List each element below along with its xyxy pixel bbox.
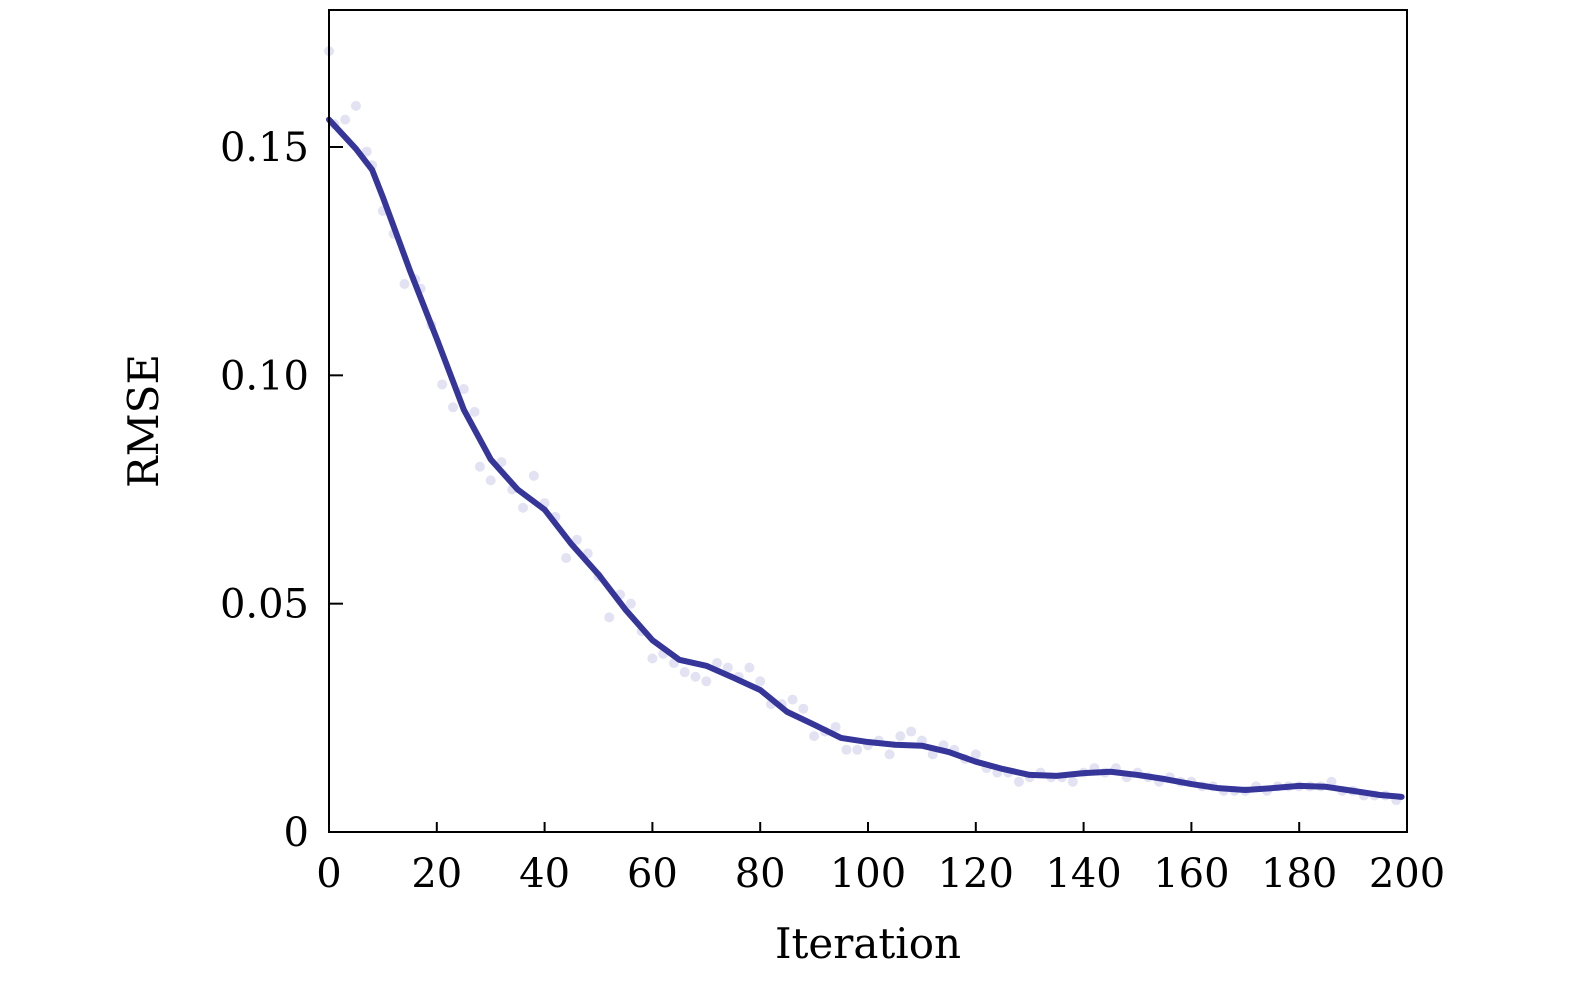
raw-point xyxy=(798,703,809,714)
raw-point xyxy=(447,402,458,413)
raw-point xyxy=(604,612,615,623)
raw-point xyxy=(744,662,755,673)
raw-point xyxy=(895,731,906,742)
x-tick-label: 80 xyxy=(735,851,786,897)
y-tick-label: 0.05 xyxy=(220,582,309,628)
raw-point xyxy=(906,726,917,737)
smoothed-line xyxy=(326,116,1405,800)
y-tick-label: 0.10 xyxy=(220,353,309,399)
x-axis: 0 20 40 60 80 100 120 140 160 180 200 xyxy=(316,822,1445,897)
raw-point xyxy=(679,667,690,678)
plot-frame xyxy=(328,9,1408,833)
x-tick-label: 160 xyxy=(1153,851,1229,897)
x-tick-label: 60 xyxy=(627,851,678,897)
raw-point xyxy=(690,671,701,682)
x-tick-label: 100 xyxy=(830,851,906,897)
raw-point xyxy=(340,114,351,125)
x-tick-label: 0 xyxy=(316,851,341,897)
x-tick-label: 180 xyxy=(1261,851,1337,897)
raw-point xyxy=(399,279,410,289)
raw-point xyxy=(841,744,852,755)
raw-point xyxy=(852,744,863,755)
x-tick-label: 40 xyxy=(519,851,570,897)
raw-point xyxy=(809,731,820,742)
x-tick-label: 120 xyxy=(938,851,1014,897)
raw-point xyxy=(1067,776,1078,787)
y-tick-label: 0.15 xyxy=(220,125,309,171)
x-tick-label: 200 xyxy=(1369,851,1445,897)
raw-point xyxy=(1013,776,1024,787)
raw-point xyxy=(458,384,469,395)
y-axis: 0 0.05 0.10 0.15 xyxy=(220,125,343,856)
raw-point xyxy=(625,598,636,609)
raw-point xyxy=(787,694,798,705)
x-axis-label: Iteration xyxy=(775,919,961,968)
raw-point xyxy=(469,406,480,417)
raw-point xyxy=(755,676,766,687)
y-axis-label: RMSE xyxy=(119,354,168,488)
raw-point xyxy=(561,553,572,563)
raw-point xyxy=(485,475,496,486)
y-tick-label: 0 xyxy=(284,810,309,856)
raw-point xyxy=(884,749,895,760)
x-tick-label: 20 xyxy=(411,851,462,897)
raw-points xyxy=(324,46,1402,806)
raw-point xyxy=(701,676,712,687)
raw-point xyxy=(474,461,485,472)
raw-point xyxy=(350,100,361,111)
raw-point xyxy=(647,653,658,664)
raw-point xyxy=(712,658,723,669)
raw-point xyxy=(970,749,981,760)
raw-point xyxy=(361,146,372,157)
x-tick-label: 140 xyxy=(1045,851,1121,897)
raw-point xyxy=(437,379,448,390)
raw-point xyxy=(830,721,841,732)
raw-point xyxy=(528,470,539,481)
raw-point xyxy=(518,502,529,513)
raw-point xyxy=(722,662,733,673)
raw-point xyxy=(571,534,582,545)
